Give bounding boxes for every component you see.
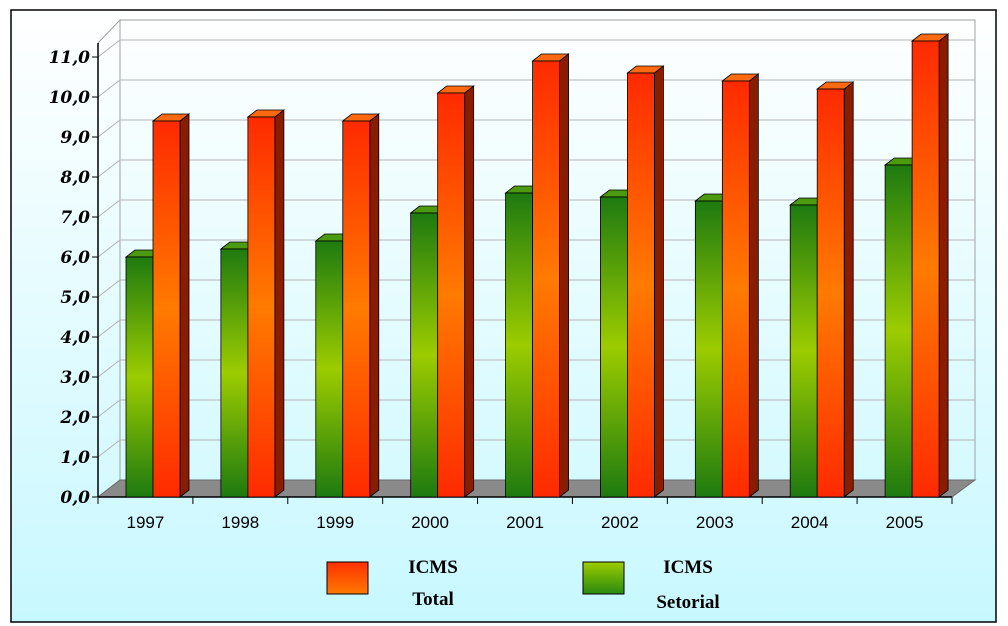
bar-front [437, 92, 466, 498]
legend-label-line2: Setorial [656, 592, 719, 613]
gridline-side [97, 119, 121, 138]
bar-front [220, 248, 249, 498]
x-tick-label: 2005 [886, 513, 924, 532]
x-tick-label: 1998 [221, 513, 259, 532]
y-tick-label: 11,0 [49, 48, 91, 68]
bar-front [152, 120, 181, 498]
plot-area: 0,0 1,0 2,0 3,0 4,0 5,0 6,0 7,0 8,0 9,0 10,0 11,0 19… [49, 18, 977, 532]
bar-front [911, 40, 940, 498]
legend-entry: ICMS Total [326, 557, 458, 610]
y-tick-label: 7,0 [60, 208, 90, 228]
bar [341, 113, 380, 498]
bar [626, 65, 665, 498]
gridline-side [97, 239, 121, 258]
gridline-side [97, 79, 121, 98]
x-tick-label: 2004 [791, 513, 829, 532]
legend: ICMS Total ICMS Setorial [326, 557, 720, 613]
y-tick-label: 1,0 [60, 448, 90, 468]
y-tick-label: 6,0 [60, 248, 90, 268]
legend-swatch [582, 561, 625, 595]
bar [246, 109, 286, 498]
gridline-side [97, 279, 121, 298]
x-tick-label: 2001 [506, 513, 544, 532]
bar-front [315, 240, 344, 498]
x-tick-label: 2003 [696, 513, 734, 532]
bar-side [559, 53, 569, 498]
y-tick-label: 9,0 [60, 128, 90, 148]
x-tick-label: 2000 [411, 513, 449, 532]
y-tick-label: 2,0 [59, 408, 90, 428]
bar-side [274, 109, 285, 498]
bar-front [816, 88, 845, 498]
y-tick-label: 0,0 [60, 488, 90, 508]
bar-side [843, 81, 854, 498]
bar [436, 85, 475, 498]
legend-label-line1: ICMS [663, 557, 713, 578]
x-tick-label: 1997 [127, 513, 165, 532]
gridline-side [97, 159, 121, 178]
gridline-side [97, 319, 121, 338]
legend-label-line1: ICMS [408, 557, 458, 578]
gridline-side [97, 439, 121, 458]
gridline-side [97, 199, 121, 218]
bar-front [789, 204, 818, 498]
gridline-side [97, 39, 121, 58]
bar-side [369, 113, 380, 498]
bar-front [532, 60, 560, 498]
bar-side [938, 33, 949, 498]
bar-side [179, 113, 190, 498]
bar [721, 73, 760, 498]
bar [151, 113, 191, 498]
gridline-side [97, 399, 121, 418]
x-tick-label: 2002 [601, 513, 639, 532]
y-tick-label: 10,0 [49, 88, 91, 108]
bar-front [410, 212, 439, 498]
y-tick-label: 5,0 [60, 288, 90, 308]
bar [816, 81, 855, 498]
bar-front [600, 196, 628, 498]
bar-front [505, 192, 533, 498]
y-tick-label: 4,0 [60, 328, 90, 348]
bar-front [342, 120, 371, 498]
y-tick-label: 8,0 [59, 168, 90, 188]
bar-front [125, 256, 154, 498]
gridline-side [97, 359, 121, 378]
bar-front [247, 116, 276, 498]
legend-label-line2: Total [412, 589, 454, 610]
bar-side [464, 85, 475, 498]
y-tick-label: 3,0 [60, 368, 90, 388]
bar [531, 53, 570, 498]
legend-swatch [326, 561, 369, 595]
bar-front [694, 200, 723, 498]
bar-side [654, 65, 664, 498]
bar-side [748, 73, 759, 498]
x-tick-label: 1999 [316, 513, 354, 532]
legend-entry: ICMS Setorial [582, 557, 720, 613]
bar [910, 33, 950, 498]
bar-front [721, 80, 750, 498]
bar-front [627, 72, 655, 498]
bar-front [884, 164, 913, 498]
